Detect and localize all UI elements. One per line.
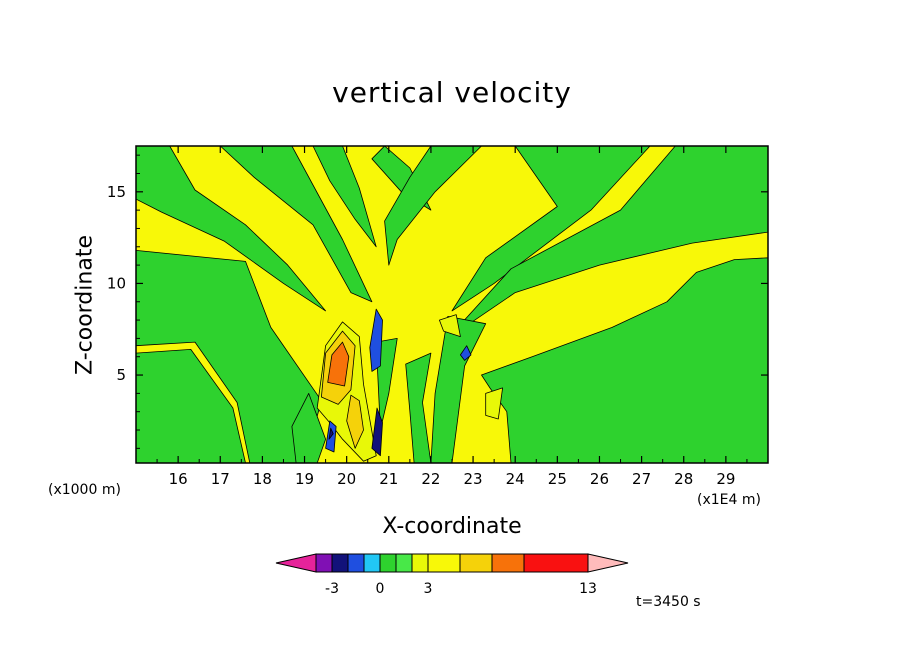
colorbar-min-arrow	[275, 553, 317, 573]
contour-region-13	[291, 392, 327, 463]
colorbar-tick-label-1: 0	[376, 581, 385, 597]
colorbar-box-8	[459, 553, 493, 573]
colorbar-box-2	[347, 553, 365, 573]
x-tick-label-11: 27	[632, 470, 651, 488]
colorbar-tick-label-0: -3	[325, 581, 339, 597]
colorbar-box-0	[315, 553, 333, 573]
x-scale-label: (x1E4 m)	[697, 492, 761, 508]
colorbar-box-7	[427, 553, 461, 573]
contour-region-19	[327, 341, 350, 387]
x-tick-label-7: 23	[464, 470, 483, 488]
contour-region-2	[136, 146, 327, 312]
x-tick-label-8: 24	[506, 470, 525, 488]
x-tick-label-0: 16	[169, 470, 188, 488]
y-axis: 5 10 15	[107, 154, 768, 449]
x-tick-label-1: 17	[211, 470, 230, 488]
x-tick-label-2: 18	[253, 470, 272, 488]
contour-region-20	[369, 308, 383, 372]
contour-region-6	[384, 146, 482, 266]
contour-region-22	[459, 345, 472, 361]
contour-region-3	[219, 146, 373, 303]
y-tick-label-0: 5	[116, 366, 126, 384]
x-tick-label-12: 28	[674, 470, 693, 488]
colorbar-box-10	[523, 553, 589, 573]
colorbar-max-arrow	[587, 553, 629, 573]
colorbar-tick-label-2: 3	[424, 581, 433, 597]
colorbar-box-3	[363, 553, 381, 573]
contour-region-9	[481, 257, 768, 463]
contour-region-23	[371, 407, 383, 457]
colorbar-box-9	[491, 553, 525, 573]
x-tick-label-4: 20	[337, 470, 356, 488]
y-tick-label-2: 15	[107, 183, 126, 201]
contour-region-1	[136, 249, 322, 463]
colorbar: -3 0 3 13	[275, 553, 629, 597]
x-tick-label-3: 19	[295, 470, 314, 488]
x-tick-label-9: 25	[548, 470, 567, 488]
colorbar-tick-label-3: 13	[579, 581, 597, 597]
x-tick-label-10: 26	[590, 470, 609, 488]
x-tick-label-5: 21	[379, 470, 398, 488]
contour-region-8	[447, 146, 768, 339]
contour-region-4	[312, 146, 377, 248]
contour-region-16	[485, 387, 504, 420]
colorbar-box-4	[379, 553, 397, 573]
contour-region-15	[438, 314, 461, 338]
x-tick-label-13: 29	[716, 470, 735, 488]
x-axis: 16 17 18 19 20 21 22 23 24 25 26 27 28 29	[156, 146, 748, 488]
x-tick-label-6: 22	[421, 470, 440, 488]
contour-region-0	[136, 348, 246, 463]
contour-region-18	[346, 394, 364, 449]
contour-region-7	[451, 146, 651, 312]
colorbar-box-6	[411, 553, 429, 573]
x-unit-label: (x1000 m)	[48, 482, 121, 498]
contour-region-12	[375, 337, 398, 431]
contour-regions	[136, 146, 768, 463]
contour-region-11	[405, 352, 432, 463]
plot-area	[135, 145, 769, 464]
time-label: t=3450 s	[636, 594, 701, 610]
contour-region-10	[430, 315, 487, 463]
x-axis-label: X-coordinate	[382, 514, 522, 539]
chart-title: vertical velocity	[332, 76, 572, 109]
colorbar-box-5	[395, 553, 413, 573]
contour-region-24	[328, 427, 334, 440]
colorbar-box-1	[331, 553, 349, 573]
y-tick-label-1: 10	[107, 274, 126, 292]
